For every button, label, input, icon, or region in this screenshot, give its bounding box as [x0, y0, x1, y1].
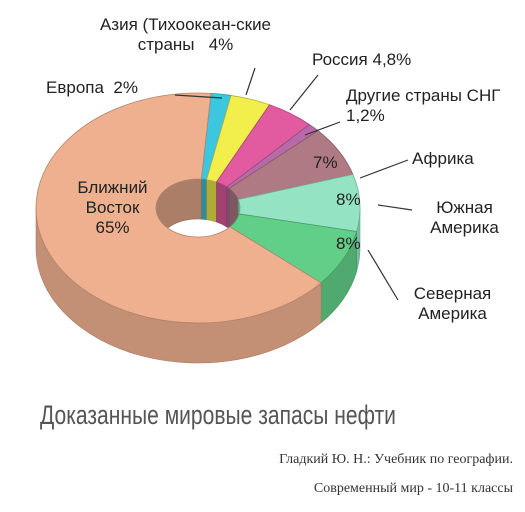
- leader-lines: [174, 67, 413, 301]
- source-line: Современный мир - 10-11 классы: [313, 481, 513, 496]
- chart-title: Доказанные мировые запасы нефти: [40, 400, 396, 430]
- leader-line: [377, 204, 413, 211]
- value-label: 7%: [313, 153, 338, 172]
- leader-line: [304, 121, 341, 136]
- leader-line: [289, 74, 319, 111]
- slice-label: Россия 4,8%: [312, 50, 412, 69]
- leader-line: [174, 94, 223, 99]
- leader-line: [367, 249, 399, 301]
- slice-label: Африка: [412, 149, 474, 168]
- slice: [35, 92, 322, 324]
- slice-inner-side: [206, 179, 217, 223]
- slice-inner-side: [201, 178, 207, 220]
- slice-label: Северная Америка: [413, 284, 492, 323]
- value-label: 8%: [336, 190, 361, 209]
- leader-line: [245, 67, 256, 96]
- slice-inner-side: [226, 186, 230, 230]
- slice-label: Азия (Тихоокеан-ские страны 4%: [99, 15, 272, 54]
- slice-label: Другие страны СНГ 1,2%: [346, 86, 501, 125]
- leader-line: [359, 159, 409, 179]
- value-label: 8%: [336, 234, 361, 253]
- slice-inner-side: [216, 181, 228, 228]
- slice-label: Ближний Восток 65%: [77, 178, 148, 237]
- slice-label: Южная Америка: [430, 198, 499, 237]
- source-line: Гладкий Ю. Н.: Учебник по географии.: [279, 452, 513, 467]
- slice-label: Европа 2%: [46, 78, 138, 97]
